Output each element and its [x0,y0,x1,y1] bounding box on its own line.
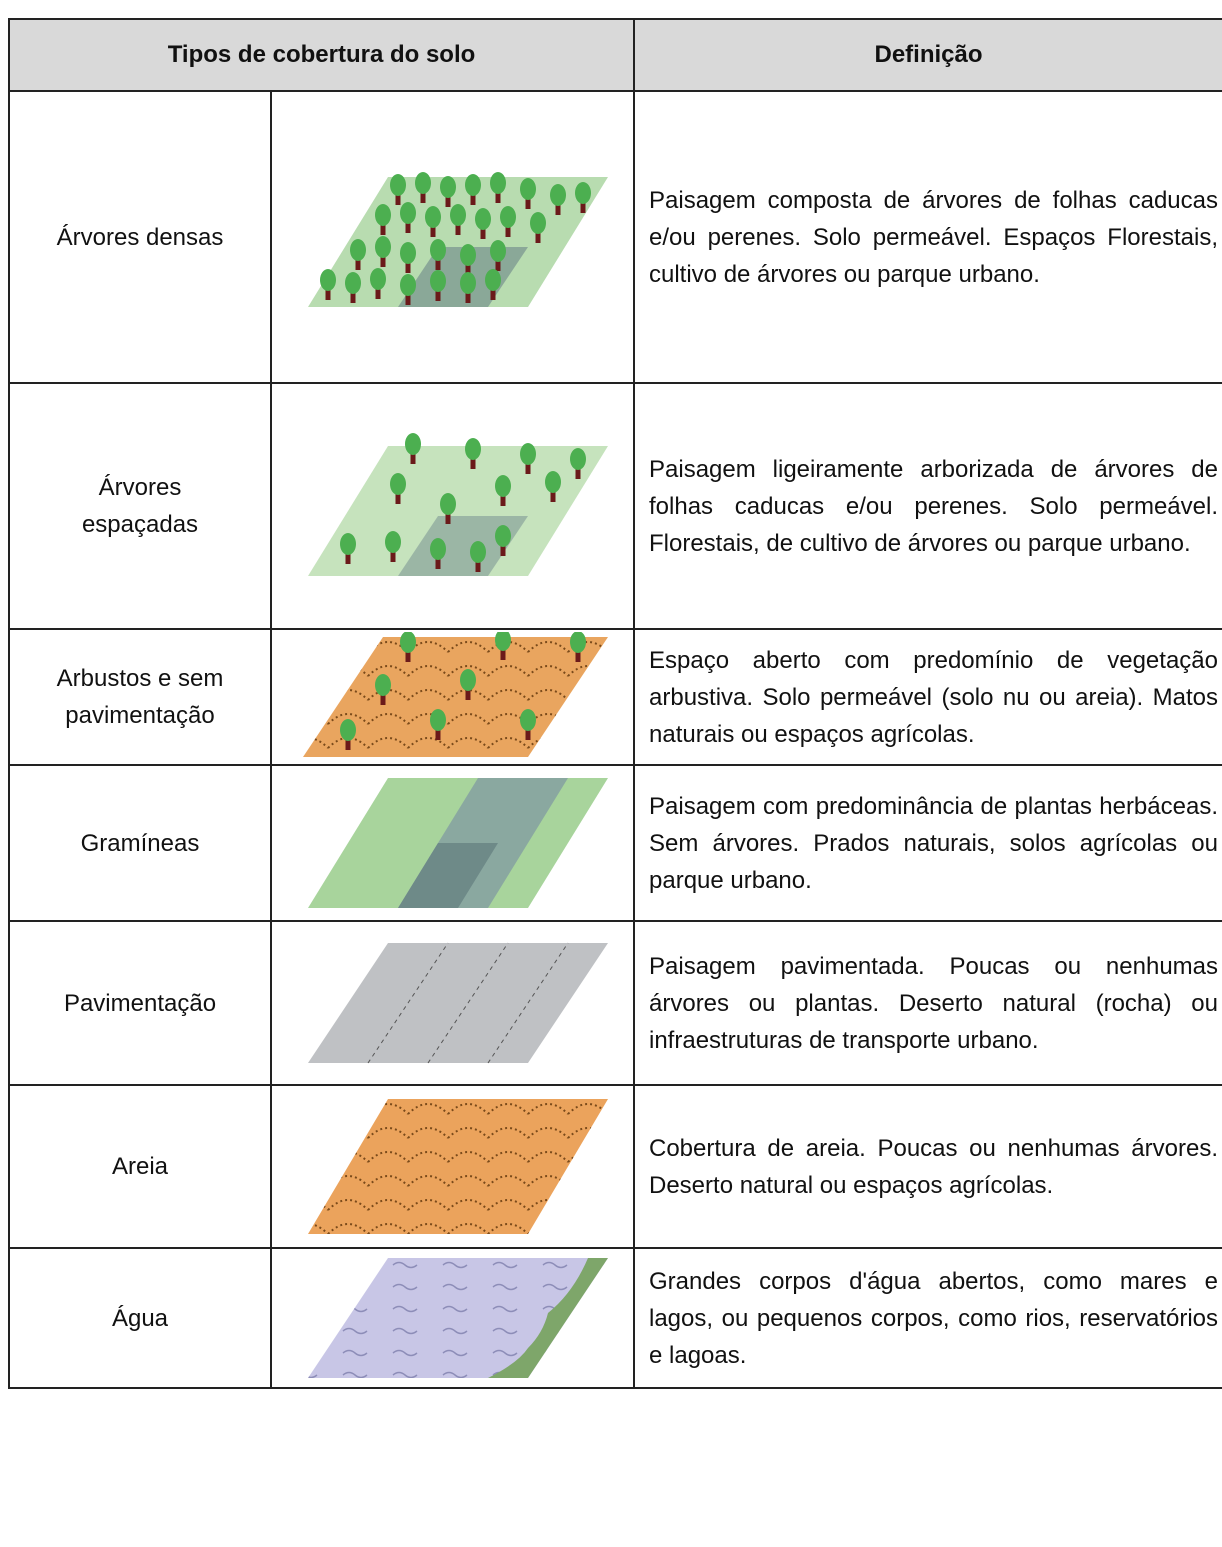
dense-trees-image [307,172,608,307]
type-cell: Árvores densas [8,90,272,384]
image-cell [270,764,635,922]
image-cell [270,628,635,766]
water-image [307,1258,608,1378]
row: Árvores densas Paisagem composta de árvo… [8,90,1222,384]
row: Areia Cobertura de areia. Poucas ou nenh… [8,1084,1222,1249]
type-cell: Areia [8,1084,272,1249]
definition-cell: Paisagem com predominância de plantas he… [633,764,1222,922]
type-cell: Pavimentação [8,920,272,1086]
row: Pavimentação Paisagem pavimentada. Pouca… [8,920,1222,1086]
image-cell [270,920,635,1086]
row: Árvores espaçadas Paisagem ligeiramente … [8,382,1222,630]
definition-cell: Cobertura de areia. Poucas ou nenhumas á… [633,1084,1222,1249]
definition-cell: Espaço aberto com predomínio de vegetaçã… [633,628,1222,766]
definition-cell: Grandes corpos d'água abertos, como mare… [633,1247,1222,1389]
header-cell: Tipos de cobertura do solo [8,18,635,92]
header-row: Tipos de cobertura do solo Definição [8,18,1222,92]
image-cell [270,1084,635,1249]
type-cell: Gramíneas [8,764,272,922]
row: Arbustos e sem pavimentação Espaço abert… [8,628,1222,766]
type-cell: Água [8,1247,272,1389]
row: Água Grandes corpos d'água abertos, como… [8,1247,1222,1389]
header-cell: Definição [633,18,1222,92]
grass-image [307,778,608,908]
type-cell: Árvores espaçadas [8,382,272,630]
spaced-trees-image [307,433,608,576]
land-cover-table: Tipos de cobertura do solo Definição Árv… [8,18,1222,1389]
pavement-image [307,942,608,1064]
image-cell [270,382,635,630]
shrubs-image [302,632,608,757]
type-cell: Arbustos e sem pavimentação [8,628,272,766]
sand-image [307,1099,608,1234]
definition-cell: Paisagem ligeiramente arborizada de árvo… [633,382,1222,630]
image-cell [270,90,635,384]
image-cell [270,1247,635,1389]
definition-cell: Paisagem pavimentada. Poucas ou nenhumas… [633,920,1222,1086]
definition-cell: Paisagem composta de árvores de folhas c… [633,90,1222,384]
row: Gramíneas Paisagem com predominância de … [8,764,1222,922]
